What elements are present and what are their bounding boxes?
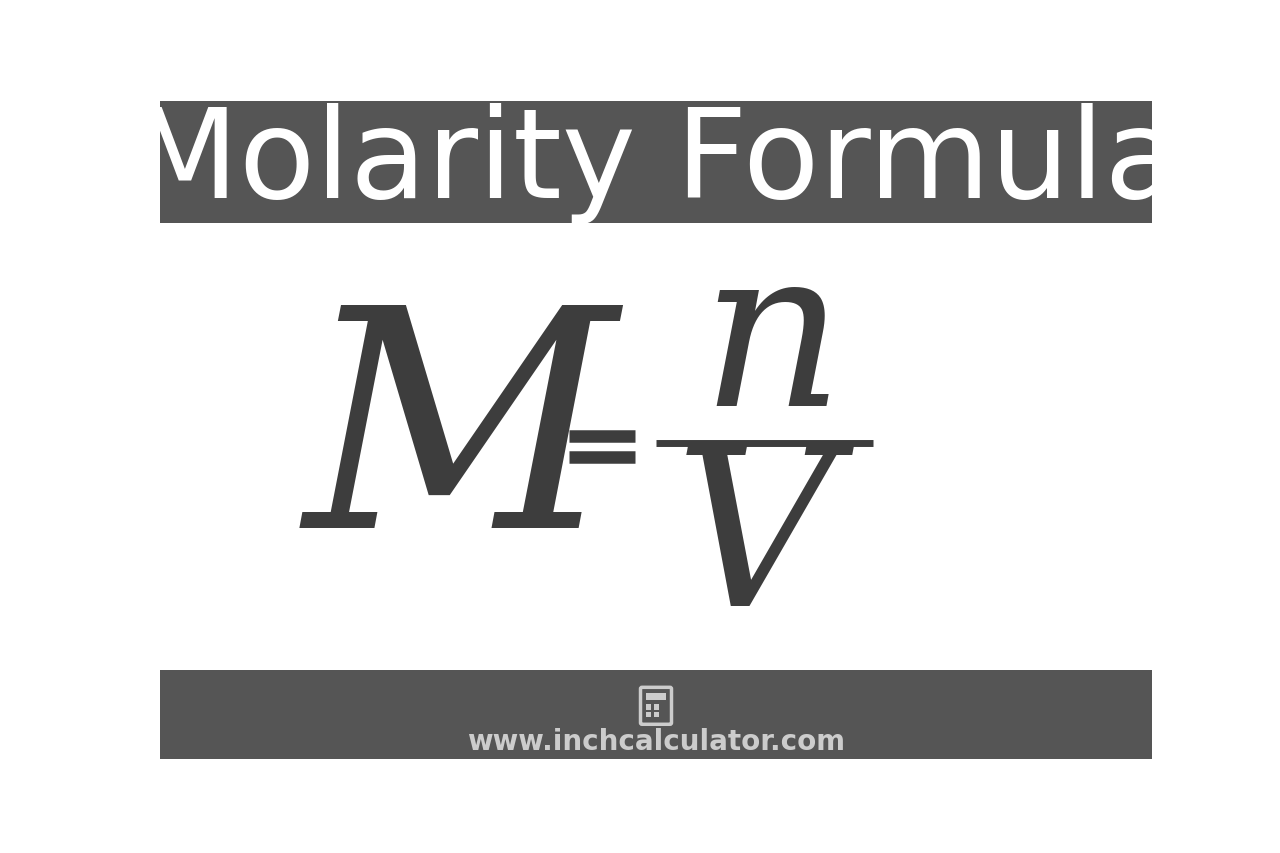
Bar (160, 102, 1152, 223)
Text: $\mathit{n}$: $\mathit{n}$ (700, 235, 829, 451)
Bar (646, 693, 666, 699)
Bar (654, 705, 659, 710)
Bar (646, 705, 652, 710)
Text: www.inchcalculator.com: www.inchcalculator.com (467, 728, 845, 756)
Text: $\mathit{M}$: $\mathit{M}$ (300, 295, 625, 591)
Bar (654, 712, 659, 717)
Text: $\mathit{V}$: $\mathit{V}$ (673, 435, 855, 651)
Bar (646, 712, 652, 717)
Text: Molarity Formula: Molarity Formula (131, 102, 1181, 223)
Bar (160, 670, 1152, 759)
